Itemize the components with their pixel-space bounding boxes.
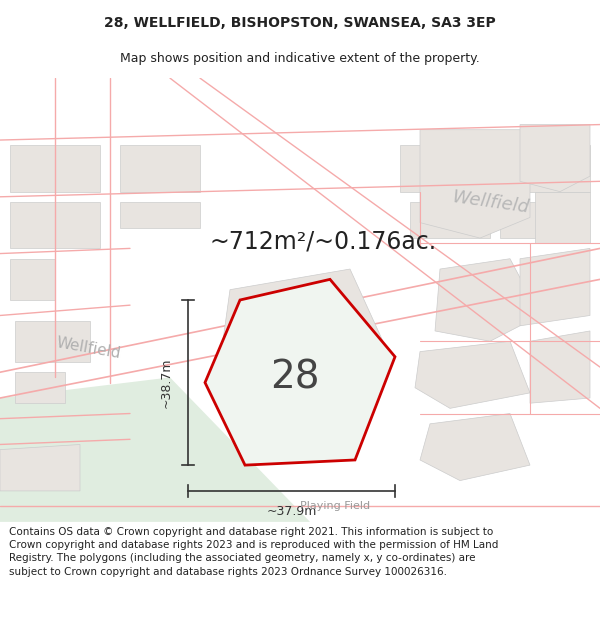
Polygon shape	[205, 279, 395, 465]
Polygon shape	[435, 259, 540, 341]
Polygon shape	[0, 378, 230, 522]
Text: Wellfield: Wellfield	[450, 188, 530, 216]
Polygon shape	[420, 414, 530, 481]
Polygon shape	[15, 372, 65, 403]
Polygon shape	[0, 444, 80, 491]
Polygon shape	[415, 341, 530, 408]
Polygon shape	[420, 130, 530, 238]
Text: Wellfield: Wellfield	[55, 336, 121, 362]
Polygon shape	[15, 321, 90, 362]
Polygon shape	[120, 145, 200, 192]
Polygon shape	[170, 378, 310, 522]
Text: ~37.9m: ~37.9m	[266, 505, 317, 518]
Polygon shape	[400, 145, 490, 192]
Polygon shape	[520, 124, 590, 192]
Text: Contains OS data © Crown copyright and database right 2021. This information is : Contains OS data © Crown copyright and d…	[9, 527, 499, 576]
Polygon shape	[500, 145, 590, 192]
Polygon shape	[10, 145, 100, 192]
Text: 28, WELLFIELD, BISHOPSTON, SWANSEA, SA3 3EP: 28, WELLFIELD, BISHOPSTON, SWANSEA, SA3 …	[104, 16, 496, 31]
Polygon shape	[10, 202, 100, 248]
Text: ~38.7m: ~38.7m	[160, 357, 173, 408]
Polygon shape	[215, 269, 390, 419]
Polygon shape	[500, 202, 560, 238]
Polygon shape	[10, 259, 55, 300]
Polygon shape	[410, 202, 490, 238]
Polygon shape	[535, 192, 590, 243]
Text: 28: 28	[270, 358, 320, 396]
Polygon shape	[120, 202, 200, 228]
Text: ~712m²/~0.176ac.: ~712m²/~0.176ac.	[210, 229, 437, 253]
Text: Playing Field: Playing Field	[300, 501, 370, 511]
Polygon shape	[530, 331, 590, 403]
Polygon shape	[520, 248, 590, 326]
Text: Map shows position and indicative extent of the property.: Map shows position and indicative extent…	[120, 52, 480, 65]
